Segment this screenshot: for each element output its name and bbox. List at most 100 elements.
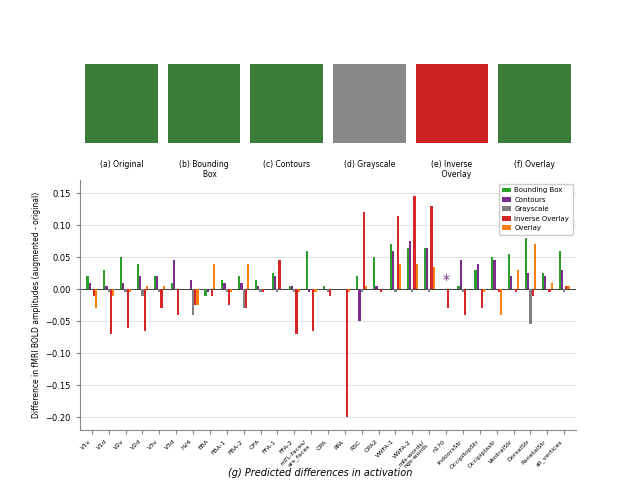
Bar xyxy=(106,286,108,289)
Bar xyxy=(238,276,241,289)
Bar xyxy=(365,286,367,289)
Text: (c) Contours: (c) Contours xyxy=(263,160,310,169)
Bar xyxy=(196,289,198,305)
Text: (g) Predicted differences in activation: (g) Predicted differences in activation xyxy=(228,468,412,478)
Bar xyxy=(289,286,291,289)
Bar xyxy=(312,289,314,331)
Text: (e) Inverse
    Overlay: (e) Inverse Overlay xyxy=(431,160,472,179)
Bar xyxy=(211,289,213,296)
Bar xyxy=(433,267,435,289)
Bar xyxy=(108,289,110,292)
Bar xyxy=(247,264,249,289)
Bar xyxy=(532,289,534,296)
Bar xyxy=(542,273,544,289)
Bar xyxy=(141,289,143,296)
Bar xyxy=(529,289,532,324)
Bar xyxy=(462,289,464,292)
Bar xyxy=(397,215,399,289)
Bar xyxy=(329,289,332,296)
Bar xyxy=(228,289,230,305)
Bar xyxy=(207,289,209,292)
Bar xyxy=(314,289,317,292)
Bar xyxy=(189,280,192,289)
Text: (b) Bounding
     Box: (b) Bounding Box xyxy=(179,160,229,179)
Bar xyxy=(548,289,550,292)
Bar xyxy=(327,289,329,292)
Bar xyxy=(510,276,513,289)
Bar xyxy=(348,289,350,292)
Bar xyxy=(477,264,479,289)
Bar xyxy=(95,289,97,308)
Bar xyxy=(527,273,529,289)
Bar xyxy=(481,289,483,308)
Text: (d) Grayscale: (d) Grayscale xyxy=(344,160,395,169)
Bar xyxy=(161,289,163,308)
Bar xyxy=(323,286,324,289)
Bar xyxy=(409,241,412,289)
Bar xyxy=(363,213,365,289)
Bar xyxy=(375,286,378,289)
Bar xyxy=(143,289,146,331)
Bar xyxy=(428,289,430,292)
Bar xyxy=(276,289,278,292)
Bar xyxy=(223,283,226,289)
Bar xyxy=(274,276,276,289)
Legend: Bounding Box, Contours, Grayscale, Inverse Overlay, Overlay: Bounding Box, Contours, Grayscale, Inver… xyxy=(499,184,573,235)
Bar xyxy=(308,289,310,292)
Bar xyxy=(464,289,467,315)
Bar xyxy=(413,197,415,289)
Bar xyxy=(298,289,300,292)
Bar xyxy=(426,248,428,289)
Bar xyxy=(498,289,500,292)
Bar xyxy=(177,289,179,315)
FancyBboxPatch shape xyxy=(250,64,323,143)
Bar xyxy=(458,286,460,289)
Bar xyxy=(291,286,293,289)
Bar xyxy=(158,289,161,292)
Bar xyxy=(492,257,493,289)
Bar xyxy=(415,264,418,289)
Bar xyxy=(460,260,462,289)
Bar xyxy=(373,257,375,289)
Bar xyxy=(358,289,361,321)
Bar xyxy=(565,286,568,289)
Bar xyxy=(500,289,502,315)
Bar xyxy=(278,260,281,289)
Bar xyxy=(447,289,449,308)
Bar xyxy=(424,248,426,289)
Bar xyxy=(122,283,124,289)
Bar xyxy=(430,206,433,289)
Bar xyxy=(194,289,196,305)
Bar xyxy=(156,276,158,289)
FancyBboxPatch shape xyxy=(499,64,571,143)
Y-axis label: Difference in fMRI BOLD amplitudes (augmented - original): Difference in fMRI BOLD amplitudes (augm… xyxy=(33,192,42,418)
Bar xyxy=(407,248,409,289)
Bar xyxy=(534,244,536,289)
Bar xyxy=(112,289,114,296)
Bar xyxy=(563,289,565,292)
Text: (f) Overlay: (f) Overlay xyxy=(514,160,555,169)
Bar xyxy=(568,286,570,289)
FancyBboxPatch shape xyxy=(85,64,157,143)
Bar xyxy=(139,276,141,289)
Bar xyxy=(255,280,257,289)
Bar xyxy=(244,289,247,308)
Bar xyxy=(517,270,519,289)
Bar xyxy=(124,289,127,292)
Text: (a) Original: (a) Original xyxy=(100,160,143,169)
Bar xyxy=(525,238,527,289)
Bar xyxy=(474,270,477,289)
Bar xyxy=(295,289,298,334)
Bar xyxy=(103,270,106,289)
Bar xyxy=(262,289,264,292)
Bar xyxy=(171,283,173,289)
Bar xyxy=(129,289,131,292)
Bar xyxy=(306,251,308,289)
Bar xyxy=(293,289,295,292)
Bar xyxy=(226,289,228,292)
Bar xyxy=(173,260,175,289)
Bar xyxy=(137,264,139,289)
Bar xyxy=(561,270,563,289)
Bar xyxy=(356,276,358,289)
Bar xyxy=(361,289,363,292)
